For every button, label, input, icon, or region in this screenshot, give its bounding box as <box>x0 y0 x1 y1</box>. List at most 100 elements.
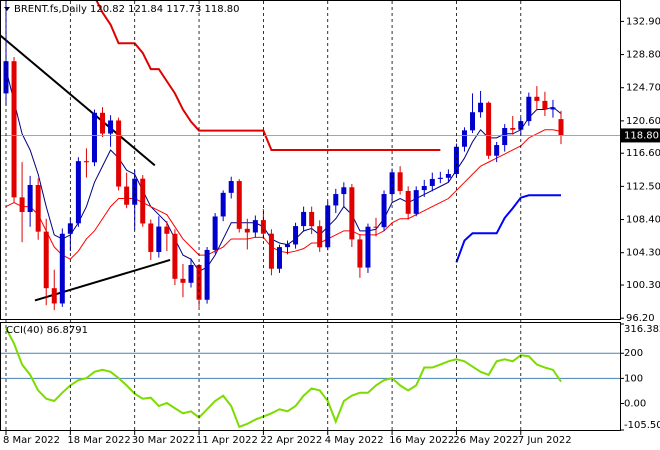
candle-body <box>212 216 218 250</box>
candle-body <box>357 239 363 268</box>
y-tick-label: 116.60 <box>626 148 660 159</box>
candle-body <box>11 61 17 198</box>
candle-body <box>132 178 138 205</box>
y-tick-label: 104.30 <box>626 248 660 259</box>
candle-body <box>124 186 130 205</box>
candle-body <box>453 146 459 175</box>
candle-body <box>108 120 114 134</box>
candle-body <box>268 233 274 269</box>
candle-body <box>421 185 427 191</box>
candle-body <box>325 205 331 248</box>
candle-body <box>534 96 540 101</box>
x-tick-label: 7 Jun 2022 <box>518 435 572 446</box>
cci-title: CCI(40) 86.8791 <box>6 325 88 336</box>
x-tick-label: 4 May 2022 <box>325 435 384 446</box>
candle-body <box>518 121 524 130</box>
cci-plot <box>1 327 620 429</box>
candle-body <box>437 177 443 179</box>
candle-body <box>3 61 9 94</box>
cci-line <box>5 327 562 429</box>
candle-body <box>365 226 371 268</box>
y-tick-label: 96.20 <box>626 313 655 324</box>
main-panel <box>0 0 621 320</box>
main-plot <box>1 1 620 311</box>
candle-body <box>381 194 387 228</box>
last-price-box <box>620 128 660 143</box>
trendline <box>1 34 156 167</box>
candle-body <box>461 130 467 147</box>
candle-body <box>59 233 65 304</box>
candle-body <box>260 220 266 234</box>
candle-body <box>220 192 226 217</box>
candle-body <box>397 172 403 191</box>
symbol-title: BRENT.fs,Daily <box>14 4 87 15</box>
y-tick-label: 120.60 <box>626 116 660 127</box>
candle-body <box>35 185 41 232</box>
x-tick-label: 30 Mar 2022 <box>132 435 195 446</box>
candle-body <box>470 112 476 131</box>
candle-body <box>67 223 73 234</box>
candle-body <box>429 178 435 186</box>
candle-body <box>550 107 556 110</box>
candle-body <box>100 112 106 134</box>
candle-body <box>301 211 307 227</box>
x-tick-label: 8 Mar 2022 <box>3 435 60 446</box>
y-tick-label: 200 <box>624 348 643 359</box>
indicator-line <box>5 129 562 260</box>
candle-body <box>148 223 154 252</box>
x-tick-label: 16 May 2022 <box>389 435 454 446</box>
y-tick-label: 0.00 <box>624 398 646 409</box>
candle-body <box>91 112 97 163</box>
candle-body <box>116 120 122 187</box>
candle-body <box>236 181 242 229</box>
indicator-line <box>95 1 441 151</box>
candle-body <box>27 185 33 213</box>
menu-arrow[interactable] <box>4 7 10 11</box>
y-tick-label: 128.80 <box>626 50 660 61</box>
y-tick-label: 132.90 <box>626 16 660 27</box>
candle-body <box>180 278 186 283</box>
indicator-line <box>5 68 562 272</box>
candle-body <box>413 190 419 214</box>
candle-body <box>293 226 299 245</box>
candle-body <box>285 244 291 248</box>
y-tick-label: 112.50 <box>626 181 660 192</box>
candle-body <box>83 161 89 163</box>
cci-panel <box>0 322 621 431</box>
candle-body <box>502 127 508 146</box>
x-tick-label: 22 Apr 2022 <box>260 435 322 446</box>
x-tick-label: 26 May 2022 <box>453 435 518 446</box>
candle-body <box>43 231 49 289</box>
y-tick-label: 100 <box>624 373 643 384</box>
trendline <box>34 259 171 302</box>
candle-body <box>542 100 548 110</box>
candle-body <box>252 220 258 233</box>
candle-body <box>75 161 81 224</box>
candle-body <box>349 187 355 240</box>
candle-body <box>196 264 202 300</box>
x-tick-label: 11 Apr 2022 <box>196 435 258 446</box>
candle-body <box>156 226 162 252</box>
candle-body <box>51 288 57 304</box>
candle-body <box>309 211 315 227</box>
candle-body <box>164 226 170 234</box>
candle-body <box>445 174 451 178</box>
candle-body <box>244 228 250 233</box>
candle-body <box>333 194 339 206</box>
y-tick-label: 124.70 <box>626 83 660 94</box>
candle-body <box>526 96 532 122</box>
candle-body <box>188 264 194 283</box>
axes: 8 Mar 2022 18 Mar 2022 30 Mar 2022 11 Apr 2… <box>3 1 660 446</box>
candle-body <box>204 249 210 300</box>
candle-body <box>228 181 234 193</box>
indicator-line <box>455 194 561 263</box>
candle-body <box>510 127 516 130</box>
candle-body <box>405 190 411 214</box>
candle-body <box>140 178 146 224</box>
x-tick-label: 18 Mar 2022 <box>67 435 130 446</box>
candle-body <box>341 187 347 195</box>
y-tick-label: 108.40 <box>626 215 660 226</box>
y-tick-label: -105.500 <box>624 420 660 431</box>
y-tick-label: 100.30 <box>626 280 660 291</box>
candle-body <box>373 226 379 228</box>
